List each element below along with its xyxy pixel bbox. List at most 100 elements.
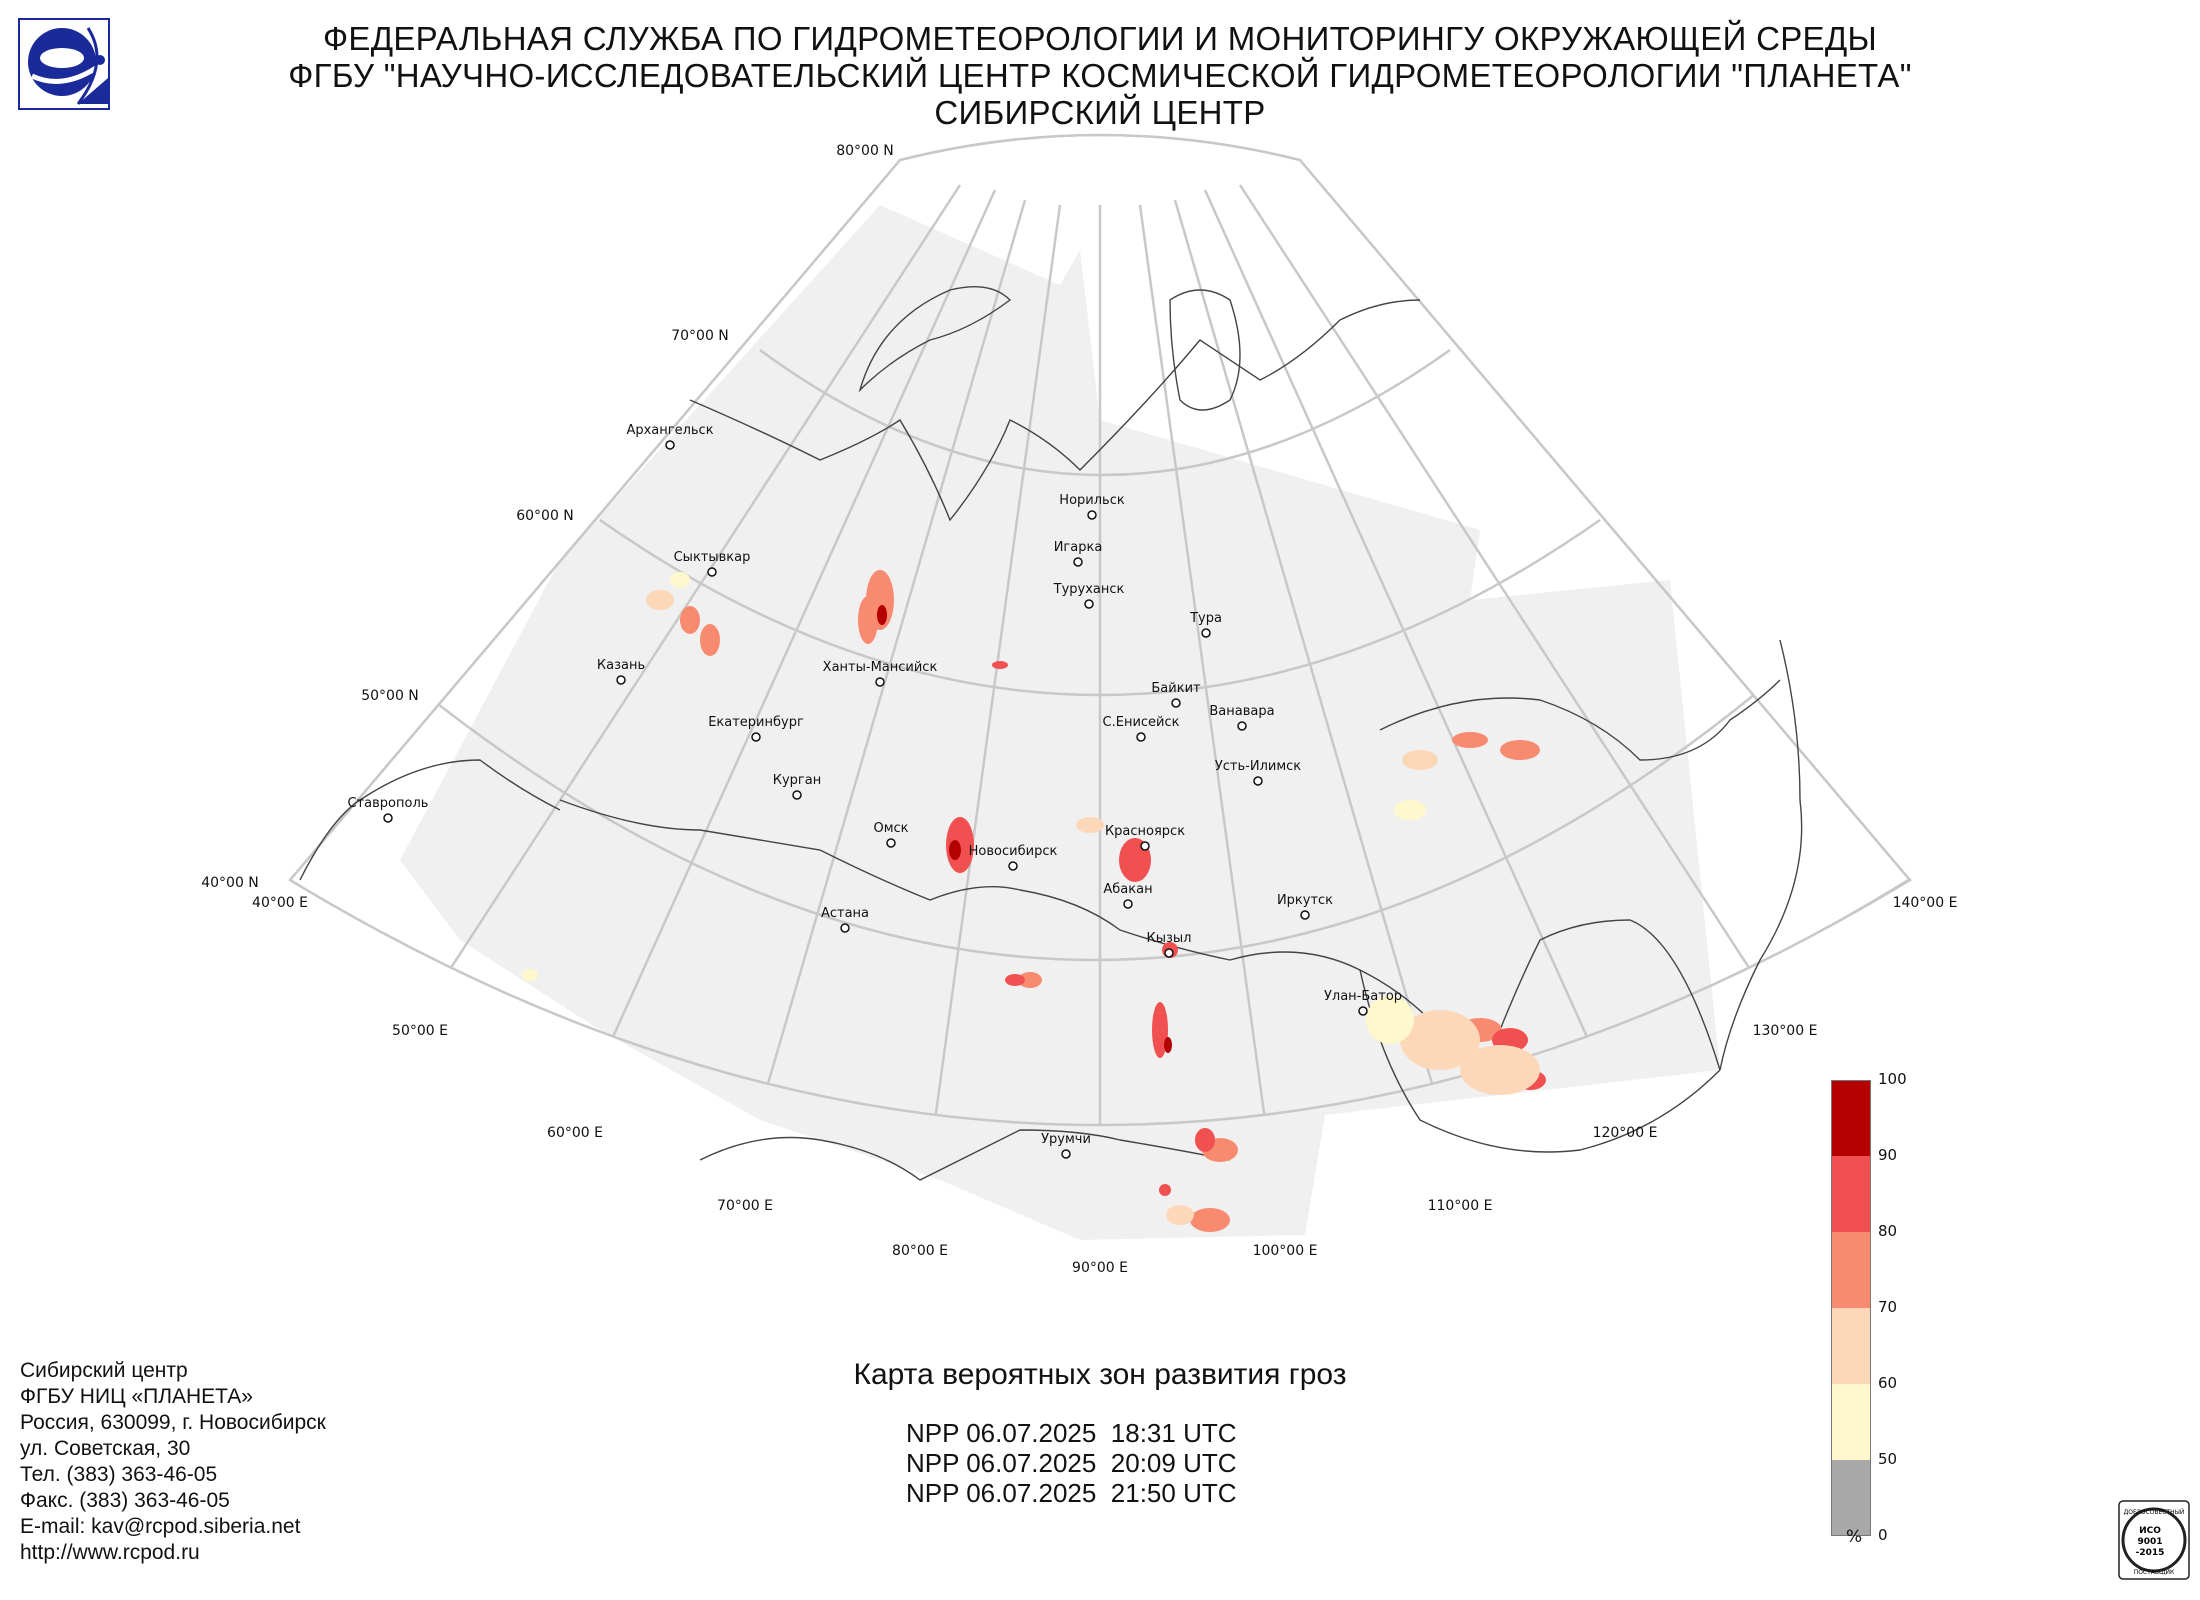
address-block: Сибирский центр ФГБУ НИЦ «ПЛАНЕТА» Росси… — [20, 1358, 326, 1566]
storm-zone — [1452, 732, 1488, 748]
city-label: Астана — [821, 906, 869, 921]
city-marker — [1140, 841, 1150, 851]
city-label: Екатеринбург — [708, 715, 804, 730]
lon-label-80: 80°00 E — [892, 1243, 948, 1259]
thunderstorm-zones — [522, 570, 1546, 1232]
legend-tick-70: 70 — [1878, 1298, 1898, 1316]
legend-unit: % — [1846, 1527, 1863, 1547]
header-line-3: СИБИРСКИЙ ЦЕНТР — [934, 94, 1266, 131]
city-marker — [751, 732, 761, 742]
iso-badge-bottom-text: ПОСТАВЩИК — [2134, 1569, 2175, 1576]
city-marker — [875, 677, 885, 687]
city-label: Абакан — [1103, 882, 1152, 897]
city-marker — [1300, 910, 1310, 920]
pacific-coast — [1719, 639, 1803, 1071]
cities: Архангельск Сыктывкар Казань Екатеринбур… — [348, 423, 1402, 1159]
header: ФЕДЕРАЛЬНАЯ СЛУЖБА ПО ГИДРОМЕТЕОРОЛОГИИ … — [160, 20, 2040, 131]
city-marker — [1073, 557, 1083, 567]
lon-label-50: 50°00 E — [392, 1023, 448, 1039]
city-marker — [1201, 628, 1211, 638]
city-label: Иркутск — [1277, 893, 1333, 908]
storm-zone — [1164, 1037, 1172, 1053]
storm-zone — [670, 572, 690, 588]
city-label: Игарка — [1054, 540, 1103, 555]
caspian-coast — [299, 759, 561, 881]
city-marker — [1061, 1149, 1071, 1159]
storm-zone — [1166, 1205, 1194, 1225]
legend-swatch-50-60 — [1831, 1384, 1871, 1460]
legend-tick-0: 0 — [1878, 1526, 1888, 1544]
coordinate-labels: 80°00 N 70°00 N 60°00 N 50°00 N 40°00 N … — [201, 143, 1957, 1276]
city-marker — [840, 923, 850, 933]
storm-zone — [1190, 1208, 1230, 1232]
city-marker — [1084, 599, 1094, 609]
pass-line: NPP 06.07.2025 18:31 UTC — [906, 1418, 1237, 1448]
email-line: E-mail: kav@rcpod.siberia.net — [20, 1515, 301, 1538]
lat-label-40: 40°00 N — [201, 875, 259, 891]
meridian-50 — [428, 184, 962, 1001]
mongolia-china-border — [1499, 919, 1721, 1071]
storm-zone — [1366, 996, 1414, 1044]
city-label: Тура — [1189, 611, 1222, 626]
city-label: Ставрополь — [348, 796, 429, 811]
legend-tick-50: 50 — [1878, 1450, 1898, 1468]
city-marker — [1008, 861, 1018, 871]
header-line-2: ФГБУ "НАУЧНО-ИССЛЕДОВАТЕЛЬСКИЙ ЦЕНТР КОС… — [288, 57, 1912, 94]
legend-swatch-90-100 — [1831, 1080, 1871, 1156]
lon-label-90: 90°00 E — [1072, 1260, 1128, 1276]
storm-zone — [1159, 1184, 1171, 1196]
city-label: Ванавара — [1209, 704, 1274, 719]
city-label: Норильск — [1059, 493, 1125, 508]
china-border — [699, 1129, 1231, 1181]
city-label: Сыктывкар — [674, 550, 751, 565]
iso-badge-top-text: ДОБРОСОВЕСТНЫЙ — [2124, 1509, 2185, 1516]
city-marker — [707, 567, 717, 577]
city-marker — [792, 790, 802, 800]
storm-zone — [522, 969, 538, 981]
storm-zone — [1402, 750, 1438, 770]
meridian-70 — [738, 199, 1027, 1125]
storm-zone — [1005, 974, 1025, 986]
map-title: Карта вероятных зон развития гроз — [853, 1358, 1347, 1391]
storm-zone — [1400, 1010, 1480, 1070]
storm-zone — [680, 606, 700, 634]
meridian-130 — [1238, 184, 1772, 1001]
novaya-zemlya — [858, 285, 1012, 393]
lon-label-130: 130°00 E — [1753, 1023, 1818, 1039]
city-label: Усть-Илимск — [1215, 759, 1301, 774]
legend-tick-100: 100 — [1878, 1070, 1907, 1088]
pass-line: NPP 06.07.2025 21:50 UTC — [906, 1478, 1237, 1508]
arctic-coast — [689, 299, 1421, 522]
meridian-100 — [1138, 204, 1282, 1125]
city-marker — [1123, 899, 1133, 909]
legend-colorbar — [1831, 1080, 1871, 1536]
lon-label-40: 40°00 E — [252, 895, 308, 911]
city-marker — [1164, 948, 1174, 958]
legend-swatch-60-70 — [1831, 1308, 1871, 1384]
city-marker — [1136, 732, 1146, 742]
storm-zone — [1076, 817, 1104, 833]
storm-zone — [949, 840, 961, 860]
meridian-120 — [1203, 189, 1622, 1111]
phone-line: Тел. (383) 363-46-05 — [20, 1463, 218, 1486]
roshydromet-logo-icon — [18, 18, 110, 110]
storm-zone — [858, 596, 878, 644]
city-label: Урумчи — [1041, 1132, 1091, 1147]
address-line: ФГБУ НИЦ «ПЛАНЕТА» — [20, 1385, 253, 1408]
iso-badge-line3: -2015 — [2136, 1548, 2165, 1558]
probability-legend: 100 90 80 70 60 50 0 % — [1826, 1070, 1946, 1547]
city-label: Новосибирск — [969, 844, 1058, 859]
storm-zone — [877, 605, 887, 625]
city-marker — [1087, 510, 1097, 520]
fax-line: Факс. (383) 363-46-05 — [20, 1489, 230, 1512]
city-label: Кызыл — [1147, 931, 1192, 946]
storm-zone — [1394, 800, 1426, 820]
city-marker — [665, 440, 675, 450]
coverage-area-main — [400, 205, 1720, 1240]
website-line: http://www.rcpod.ru — [20, 1541, 200, 1564]
header-line-1: ФЕДЕРАЛЬНАЯ СЛУЖБА ПО ГИДРОМЕТЕОРОЛОГИИ … — [323, 20, 1877, 57]
lon-label-60: 60°00 E — [547, 1125, 603, 1141]
address-line: Россия, 630099, г. Новосибирск — [20, 1411, 326, 1434]
city-marker — [383, 813, 393, 823]
